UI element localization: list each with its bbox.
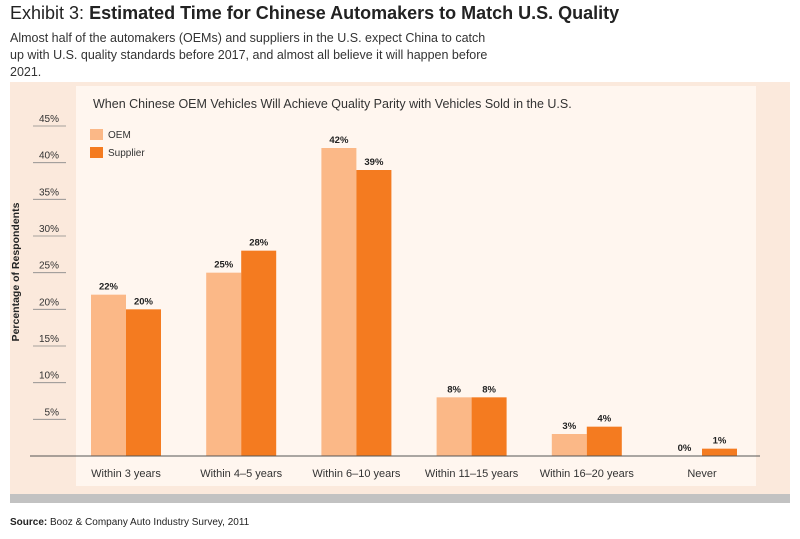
category-label: Within 4–5 years [200,468,282,480]
data-label-supplier: 28% [249,238,269,249]
y-axis-label: Percentage of Respondents [10,202,22,341]
data-labels: 22% 20% 25% 28% 42% 39% 8% 8% 3% 4% 0% 1% [99,135,727,454]
exhibit-number: Exhibit 3: [10,3,85,23]
bottom-band [10,494,790,503]
bar-oem [321,148,357,456]
y-tick-label: 30% [39,224,59,235]
y-tick-label: 45% [39,114,59,125]
data-label-supplier: 20% [134,296,154,307]
data-label-oem: 0% [678,443,692,454]
data-label-supplier: 1% [713,436,727,447]
source-text: Booz & Company Auto Industry Survey, 201… [50,517,250,528]
bar-oem [436,397,472,456]
bar-oem [551,434,587,456]
bar-supplier [471,397,507,456]
exhibit-heading: Estimated Time for Chinese Automakers to… [89,3,620,23]
bar-supplier [586,426,622,456]
chart-panel [76,86,756,486]
bar-oem [206,272,242,456]
y-tick-label: 35% [39,187,59,198]
exhibit-title: Exhibit 3: Estimated Time for Chinese Au… [10,3,619,24]
chart-frame [10,82,790,494]
legend-label-oem: OEM [108,130,131,141]
bar-supplier [241,250,277,456]
exhibit-subtitle: Almost half of the automakers (OEMs) and… [10,31,488,79]
legend-swatch-supplier [90,147,103,158]
source-label: Source: [10,517,48,528]
chart-title: When Chinese OEM Vehicles Will Achieve Q… [93,97,572,111]
category-labels: Within 3 years Within 4–5 years Within 6–1… [91,468,717,480]
category-label: Within 16–20 years [540,468,635,480]
bar-supplier [126,309,161,456]
category-label: Within 11–15 years [425,468,519,480]
y-tick-label: 10% [39,371,59,382]
legend: OEM Supplier [90,129,145,159]
y-axis-ticks: 5% 10% 15% 20% 25% 30% 35% 40% 45% [33,114,66,420]
data-label-supplier: 39% [364,157,384,168]
bars [91,148,737,456]
category-label: Within 6–10 years [312,468,401,480]
y-tick-label: 25% [39,261,59,272]
data-label-oem: 25% [214,260,234,271]
data-label-oem: 22% [99,282,119,293]
y-tick-label: 5% [45,407,60,418]
data-label-supplier: 8% [482,384,496,395]
y-tick-label: 20% [39,297,59,308]
data-label-oem: 3% [562,421,576,432]
legend-label-supplier: Supplier [108,148,145,159]
bar-supplier [356,170,392,456]
bar-oem [91,294,126,456]
y-tick-label: 15% [39,334,59,345]
data-label-supplier: 4% [597,414,611,425]
y-tick-label: 40% [39,151,59,162]
source-note: Source: Booz & Company Auto Industry Sur… [10,517,249,528]
bar-supplier [702,448,737,456]
category-label: Within 3 years [91,468,161,480]
legend-swatch-oem [90,129,103,140]
category-label: Never [687,468,717,480]
data-label-oem: 8% [447,384,461,395]
data-label-oem: 42% [329,135,349,146]
